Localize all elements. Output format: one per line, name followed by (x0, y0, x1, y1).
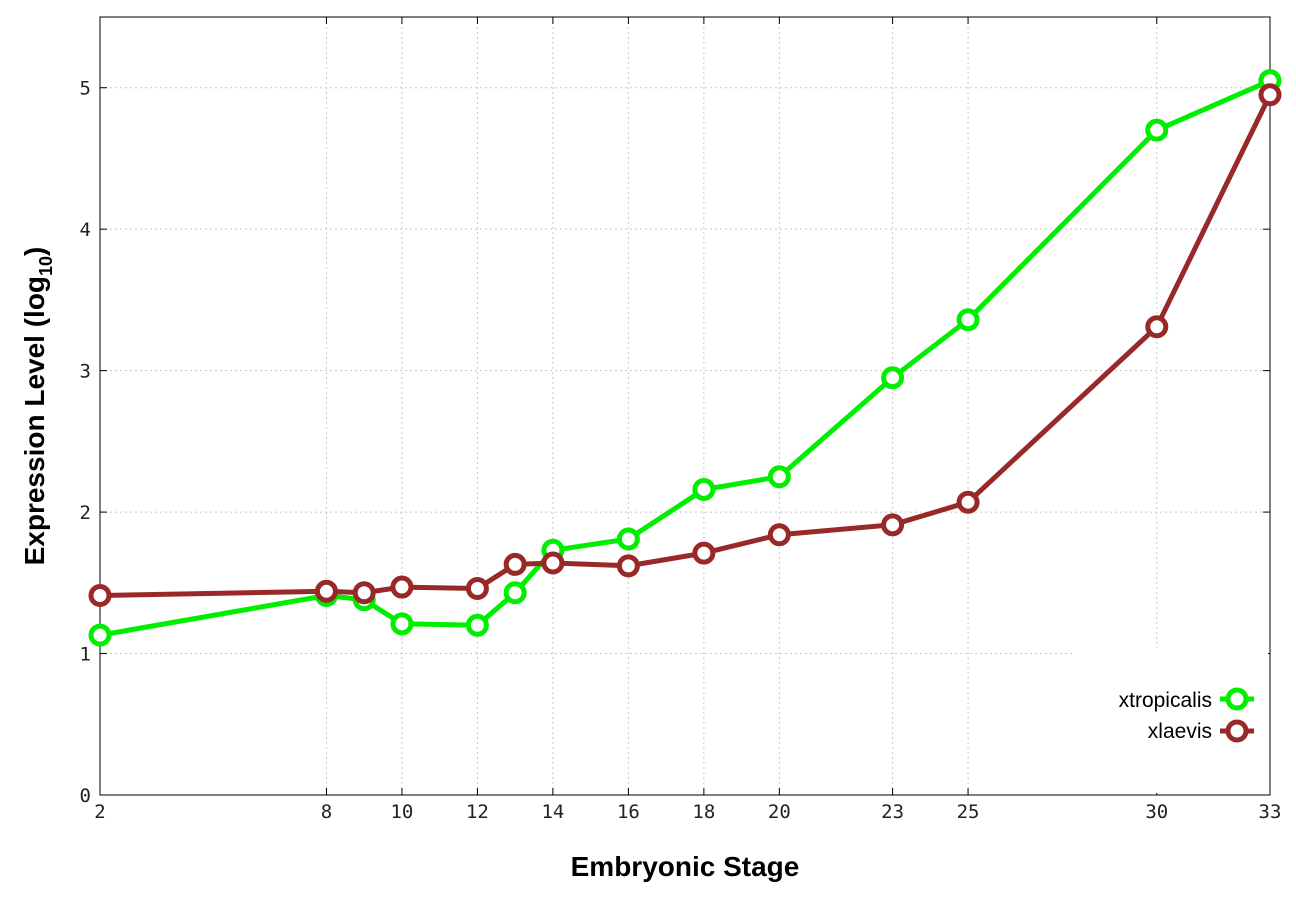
legend-label-xtropicalis: xtropicalis (1119, 689, 1212, 712)
y-tick-label: 1 (80, 644, 91, 666)
x-tick-label: 14 (541, 801, 564, 823)
data-point-xlaevis (352, 581, 376, 605)
data-point-xlaevis (881, 513, 905, 537)
data-point-xlaevis (541, 551, 565, 575)
series-xlaevis (88, 83, 1282, 608)
data-point-xtropicalis (390, 612, 414, 636)
data-point-xtropicalis (881, 366, 905, 390)
series-line-xtropicalis (99, 78, 1272, 638)
data-point-xlaevis (956, 490, 980, 514)
legend-label-xlaevis: xlaevis (1148, 720, 1212, 743)
y-tick-label: 3 (80, 361, 91, 383)
data-point-xtropicalis (616, 527, 640, 551)
legend-marker-xlaevis (1225, 719, 1249, 743)
data-point-xlaevis (616, 554, 640, 578)
data-point-xlaevis (1258, 83, 1282, 107)
y-tick-label: 0 (80, 785, 91, 807)
x-tick-label: 30 (1145, 801, 1168, 823)
y-axis-title-subscript: 10 (36, 256, 56, 276)
series-line-xlaevis (99, 93, 1273, 598)
data-point-xtropicalis (767, 465, 791, 489)
y-tick-label: 5 (80, 78, 91, 100)
y-tick-label: 2 (80, 502, 91, 524)
x-tick-label: 20 (768, 801, 791, 823)
data-point-xtropicalis (465, 613, 489, 637)
legend-entry-xlaevis: xlaevis (1148, 719, 1254, 743)
data-point-xlaevis (767, 523, 791, 547)
data-point-xtropicalis (1145, 118, 1169, 142)
x-tick-label: 33 (1259, 801, 1282, 823)
data-point-xtropicalis (503, 581, 527, 605)
x-tick-label: 18 (692, 801, 715, 823)
plot-frame (99, 16, 1271, 796)
x-tick-label: 16 (617, 801, 640, 823)
data-point-xlaevis (1145, 315, 1169, 339)
x-tick-label: 8 (321, 801, 332, 823)
series-layer (88, 69, 1282, 647)
data-point-xtropicalis (692, 477, 716, 501)
data-point-xtropicalis (956, 308, 980, 332)
legend: xtropicalis xlaevis (1072, 648, 1268, 793)
x-axis-title: Embryonic Stage (571, 851, 800, 882)
legend-entry-xtropicalis: xtropicalis (1119, 687, 1254, 712)
x-tick-label: 25 (957, 801, 980, 823)
data-point-xlaevis (465, 576, 489, 600)
data-point-xlaevis (88, 584, 112, 608)
data-point-xlaevis (692, 541, 716, 565)
data-point-xlaevis (314, 579, 338, 603)
y-axis-title-close: ) (19, 247, 50, 256)
data-point-xlaevis (390, 575, 414, 599)
x-tick-label: 2 (94, 801, 105, 823)
legend-marker-xtropicalis (1225, 687, 1249, 711)
x-tick-label: 10 (390, 801, 413, 823)
data-point-xlaevis (503, 552, 527, 576)
x-tick-label: 12 (466, 801, 489, 823)
y-axis-title: Expression Level (log10) (19, 247, 56, 566)
y-tick-label: 4 (80, 219, 91, 241)
x-tick-label: 23 (881, 801, 904, 823)
y-axis-title-main: Expression Level (log (19, 276, 50, 565)
data-point-xtropicalis (88, 623, 112, 647)
